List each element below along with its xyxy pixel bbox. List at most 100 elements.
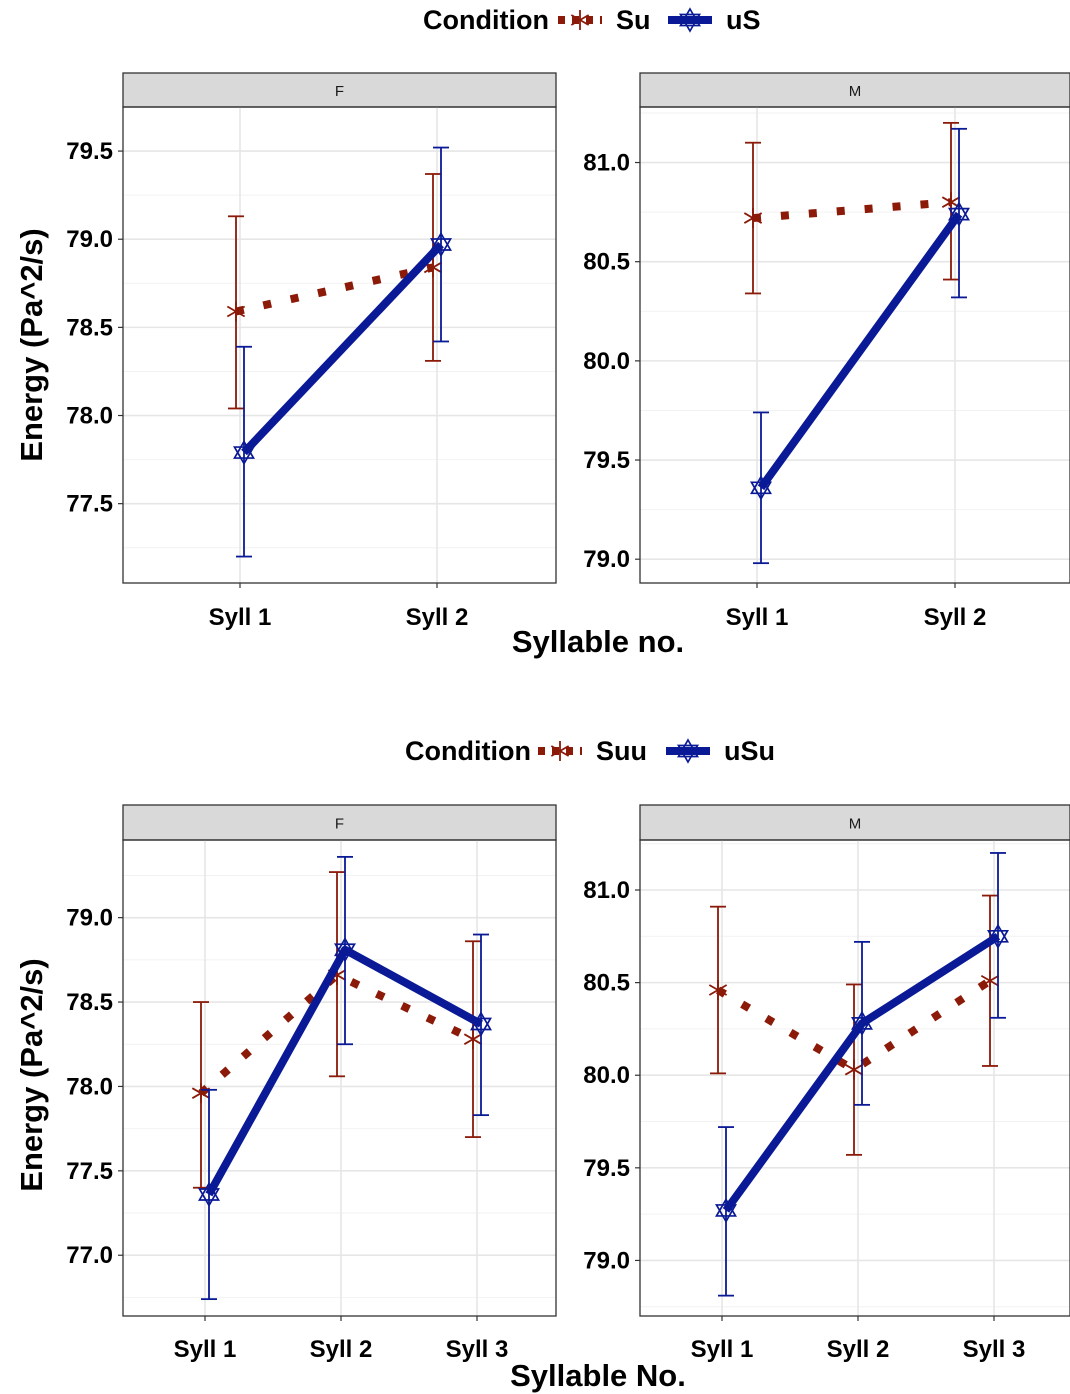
- data-point-star-down: [750, 481, 772, 501]
- y-tick-label: 79.0: [66, 226, 113, 253]
- series-Suu: [708, 894, 1000, 1156]
- series-Su: [743, 121, 961, 295]
- data-point-star-down: [430, 238, 452, 258]
- legend-title: Condition: [423, 5, 549, 35]
- y-tick-label: 78.0: [66, 1073, 113, 1100]
- legend-star-icon-down: [679, 13, 701, 33]
- series-uSu: [715, 852, 1009, 1297]
- data-point-star-down: [470, 1017, 492, 1037]
- x-tick-label: Syll 2: [310, 1336, 373, 1363]
- y-tick-label: 77.5: [66, 1158, 113, 1185]
- series-line: [757, 211, 963, 491]
- series-line: [198, 970, 475, 1097]
- x-tick-label: Syll 2: [924, 604, 987, 631]
- series-uSu: [198, 855, 492, 1301]
- legend-title: Condition: [405, 736, 531, 766]
- data-point-star-down: [987, 929, 1009, 950]
- facet-strip: [639, 72, 1070, 108]
- legend-star-icon-down: [677, 744, 699, 764]
- data-point-star-up: [715, 1197, 737, 1217]
- panel-border: [639, 839, 1070, 1317]
- y-tick-label: 78.5: [66, 314, 113, 341]
- data-point-star-up: [851, 1010, 873, 1030]
- panel-border: [122, 839, 557, 1317]
- data-point-star-down: [715, 1204, 737, 1224]
- y-tick-label: 79.5: [66, 138, 113, 165]
- y-tick-label: 79.0: [583, 1247, 630, 1274]
- data-point-asterisk-stroke: [708, 984, 728, 996]
- data-point-star-down: [851, 1017, 873, 1037]
- y-tick-label: 77.5: [66, 491, 113, 518]
- data-point-star-up: [750, 475, 772, 495]
- x-tick-label: Syll 2: [406, 604, 469, 631]
- x-tick-label: Syll 1: [691, 1336, 754, 1363]
- y-tick-label: 78.5: [66, 989, 113, 1016]
- data-point-asterisk-stroke: [463, 1033, 483, 1045]
- panel-border: [122, 106, 557, 584]
- series-uS: [750, 127, 970, 565]
- y-tick-label: 80.5: [583, 970, 630, 997]
- facet-strip: [639, 804, 1070, 841]
- x-tick-label: Syll 3: [446, 1336, 509, 1363]
- series-line: [205, 945, 483, 1197]
- legend-star-icon-up: [677, 738, 699, 758]
- x-tick-label: Syll 1: [209, 604, 272, 631]
- y-tick-label: 81.0: [583, 877, 630, 904]
- data-point-asterisk-stroke: [226, 305, 246, 318]
- data-point-star-up: [233, 439, 255, 459]
- data-point-asterisk-stroke: [980, 974, 1000, 987]
- data-point-star-down: [198, 1188, 220, 1208]
- legend-star-icon-up: [679, 7, 701, 27]
- panel-border: [639, 106, 1070, 584]
- legend-asterisk-icon-stroke: [570, 14, 590, 26]
- facet-strip-label: M: [849, 83, 862, 100]
- legend-label: uSu: [724, 736, 775, 766]
- y-tick-label: 79.0: [66, 905, 113, 932]
- series-line: [241, 241, 444, 456]
- x-axis-title: Syllable No.: [510, 1358, 686, 1393]
- data-point-star-up: [470, 1011, 492, 1031]
- legend-label: Suu: [596, 736, 647, 766]
- series-Su: [226, 173, 443, 410]
- y-tick-label: 80.5: [583, 249, 630, 276]
- data-point-star-up: [987, 923, 1009, 943]
- facet-strip-label: F: [335, 816, 344, 833]
- data-point-star-down: [233, 446, 255, 466]
- chart-figure-1: Condition Su uS Energy (Pa^2/s) Syllable no.…: [14, 5, 1070, 659]
- grid: [123, 840, 556, 1316]
- panel-F: F 77.5 78.0 78.5 79.0 79.5 Syll 1 Syll 2: [66, 72, 557, 631]
- series-line: [752, 198, 952, 223]
- series-uS: [233, 146, 452, 558]
- legend: Condition Su uS: [423, 5, 761, 35]
- data-point-asterisk-stroke: [743, 212, 763, 224]
- y-tick-label: 79.5: [583, 1155, 630, 1182]
- data-point-asterisk-stroke: [844, 1063, 864, 1076]
- data-point-star-down: [334, 943, 356, 963]
- y-tick-label: 78.0: [66, 403, 113, 430]
- y-tick-label: 81.0: [583, 150, 630, 177]
- grid: [640, 107, 1070, 583]
- series-line: [722, 932, 1001, 1213]
- x-tick-label: Syll 1: [726, 604, 789, 631]
- data-point-star-up: [334, 937, 356, 957]
- legend-label: Su: [616, 5, 651, 35]
- data-layer: [708, 852, 1009, 1297]
- facet-strip-label: M: [849, 816, 862, 833]
- data-layer: [226, 146, 452, 558]
- data-point-star-up: [948, 201, 970, 221]
- y-tick-label: 80.0: [583, 348, 630, 375]
- data-point-star-up: [198, 1181, 220, 1201]
- data-layer: [743, 121, 970, 565]
- legend: Condition Suu uSu: [405, 736, 775, 766]
- legend-asterisk-icon-stroke: [550, 745, 570, 757]
- y-axis-title: Energy (Pa^2/s): [14, 228, 49, 461]
- y-axis-title: Energy (Pa^2/s): [14, 958, 49, 1191]
- data-point-asterisk-stroke: [423, 261, 443, 274]
- data-layer: [191, 855, 492, 1301]
- panel-M: M 79.0 79.5 80.0 80.5 81.0 Syll 1 Syll 2 Syll 3: [583, 804, 1070, 1363]
- chart-figure-2: Condition Suu uSu Energy (Pa^2/s) Syllable N…: [14, 736, 1070, 1393]
- legend-label: uS: [726, 5, 761, 35]
- data-point-star-up: [430, 231, 452, 251]
- grid: [640, 840, 1070, 1316]
